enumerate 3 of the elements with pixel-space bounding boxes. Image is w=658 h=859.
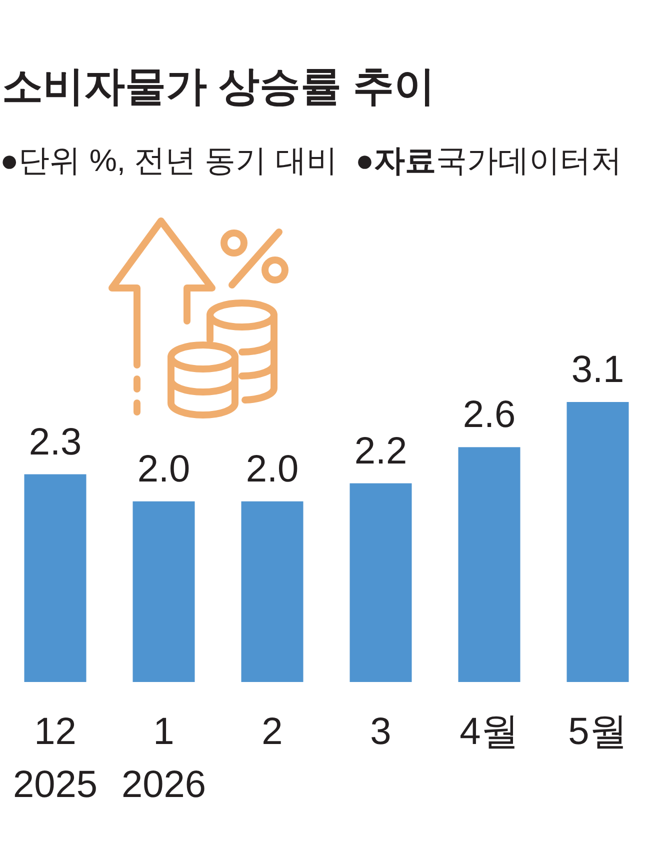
title: 소비자물가 상승률 추이 [2, 63, 435, 109]
subtitle: ●단위 %, 전년 동기 대비 [0, 143, 338, 178]
annotation: ●자료국가데이터처 [355, 143, 622, 178]
